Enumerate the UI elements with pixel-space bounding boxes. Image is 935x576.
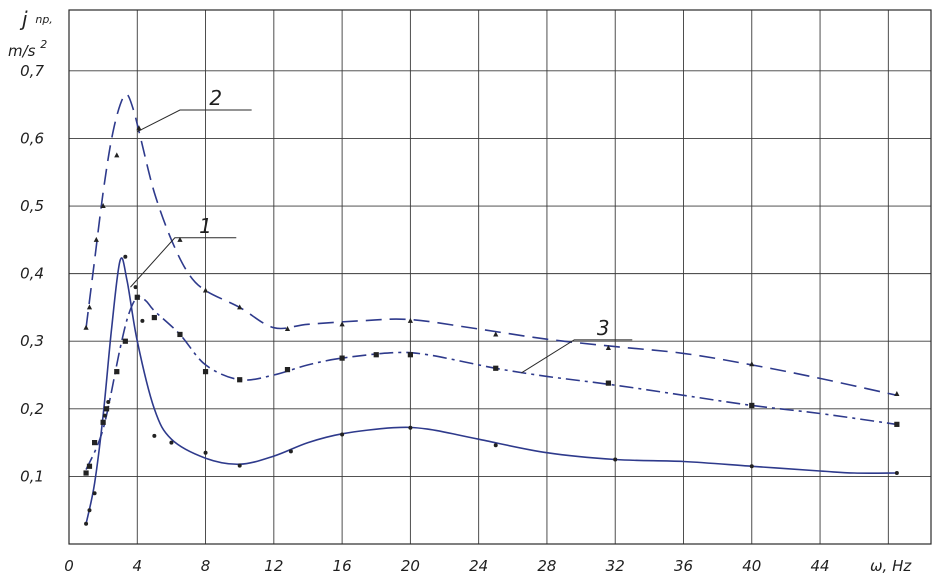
point-curve-3 — [83, 470, 89, 476]
data-points — [83, 125, 900, 526]
point-curve-3 — [103, 406, 110, 412]
leader-line-2 — [137, 109, 252, 133]
point-curve-3 — [373, 352, 379, 358]
y-axis-unit: m/s 2 — [8, 38, 47, 60]
point-curve-2 — [749, 361, 755, 367]
x-tick-label: 16 — [333, 557, 352, 575]
x-tick-label: 12 — [264, 557, 283, 575]
x-tick-label: 36 — [674, 557, 693, 575]
y-axis-unit-exponent: 2 — [40, 38, 47, 51]
grid — [69, 10, 931, 544]
y-tick-labels: 0,1 0,2 0,3 0,4 0,5 0,6 0,7 — [20, 62, 44, 486]
y-tick-label: 0,3 — [20, 332, 44, 350]
point-curve-1 — [237, 463, 242, 468]
curve-label-3: 3 — [597, 316, 610, 340]
point-curve-2 — [339, 321, 345, 327]
x-tick-label: 8 — [201, 557, 211, 575]
point-curve-1 — [84, 521, 89, 526]
point-curve-3 — [100, 419, 106, 425]
x-tick-labels: 0 4 8 12 16 20 24 28 32 36 40 44 — [64, 557, 829, 575]
point-curve-1 — [87, 508, 92, 513]
point-curve-1 — [169, 440, 174, 445]
point-curve-1 — [749, 464, 754, 469]
point-curve-3 — [749, 402, 755, 409]
y-axis-label: j np, — [19, 7, 53, 31]
point-curve-3 — [134, 294, 140, 300]
point-curve-3 — [202, 369, 209, 375]
point-curve-2 — [100, 203, 106, 209]
point-curve-2 — [894, 390, 900, 396]
point-curve-3 — [114, 369, 120, 375]
x-tick-label: 32 — [606, 557, 625, 575]
point-curve-2 — [605, 344, 611, 350]
point-curve-2 — [86, 304, 93, 310]
y-tick-label: 0,6 — [20, 129, 44, 147]
point-curve-1 — [203, 450, 208, 455]
point-curve-1 — [613, 457, 618, 462]
point-curve-3 — [92, 440, 98, 446]
point-curve-3 — [407, 352, 413, 358]
point-curve-2 — [114, 152, 120, 158]
point-curve-2 — [407, 317, 413, 323]
curve-label-2: 2 — [209, 86, 222, 110]
curve-3 — [85, 295, 898, 470]
y-axis-unit-text: m/s — [8, 42, 36, 60]
point-curve-1 — [106, 400, 111, 405]
x-tick-label: 40 — [742, 557, 761, 575]
point-curve-2 — [237, 304, 243, 310]
point-curve-3 — [339, 355, 345, 361]
y-tick-label: 0,1 — [20, 467, 44, 485]
point-curve-1 — [102, 413, 107, 418]
y-tick-label: 0,5 — [20, 197, 44, 215]
point-curve-1 — [152, 433, 157, 438]
x-tick-label: 24 — [469, 557, 488, 575]
point-curve-2 — [83, 324, 89, 330]
point-curve-3 — [86, 463, 93, 469]
point-curve-1 — [340, 432, 345, 437]
x-tick-label: 44 — [811, 557, 830, 575]
plot-frame — [68, 9, 932, 545]
x-tick-label: 20 — [401, 557, 420, 575]
point-curve-1 — [288, 449, 293, 454]
y-tick-label: 0,7 — [20, 62, 44, 80]
point-curve-2 — [284, 326, 291, 332]
x-tick-label: 4 — [133, 557, 143, 575]
y-axis-symbol: j — [19, 7, 28, 31]
x-tick-label: 28 — [537, 557, 556, 575]
y-tick-label: 0,4 — [20, 265, 44, 283]
point-curve-1 — [493, 443, 498, 448]
point-curve-1 — [140, 318, 145, 323]
point-curve-2 — [93, 236, 99, 242]
curve-labels: 1 2 3 — [130, 86, 633, 374]
point-curve-1 — [123, 254, 128, 259]
point-curve-2 — [136, 125, 142, 131]
curve-label-1: 1 — [199, 214, 212, 238]
point-curve-3 — [122, 338, 128, 344]
point-curve-2 — [202, 287, 209, 293]
point-curve-3 — [177, 331, 183, 338]
point-curve-3 — [493, 365, 499, 371]
point-curve-2 — [177, 236, 183, 242]
point-curve-3 — [151, 314, 157, 321]
point-curve-3 — [284, 367, 291, 373]
curve-1 — [85, 257, 897, 524]
point-curve-3 — [894, 421, 900, 427]
point-curve-3 — [237, 377, 243, 383]
y-axis-subscript: np, — [35, 13, 52, 26]
point-curve-1 — [92, 491, 97, 496]
leader-line-1 — [130, 237, 237, 288]
leader-line-3 — [521, 339, 633, 374]
point-curve-3 — [605, 380, 611, 386]
point-curve-1 — [408, 425, 413, 430]
curves — [85, 93, 898, 524]
point-curve-2 — [493, 331, 499, 337]
x-tick-label: 0 — [64, 557, 74, 575]
x-axis-label: ω, Hz — [870, 557, 912, 575]
y-tick-label: 0,2 — [20, 400, 44, 418]
point-curve-1 — [133, 285, 138, 290]
curve-2 — [85, 93, 898, 397]
point-curve-1 — [894, 471, 899, 476]
